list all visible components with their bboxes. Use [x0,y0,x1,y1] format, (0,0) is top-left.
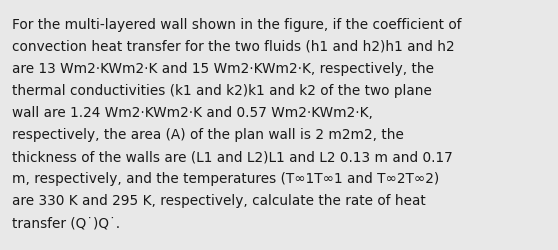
Text: For the multi-layered wall shown in the figure, if the coefficient of: For the multi-layered wall shown in the … [12,18,462,32]
Text: convection heat transfer for the two fluids (h1 and h2)h1 and h2: convection heat transfer for the two flu… [12,40,455,54]
Text: are 13 Wm2·KWm2·K and 15 Wm2·KWm2·K, respectively, the: are 13 Wm2·KWm2·K and 15 Wm2·KWm2·K, res… [12,62,434,76]
Text: wall are 1.24 Wm2·KWm2·K and 0.57 Wm2·KWm2·K,: wall are 1.24 Wm2·KWm2·K and 0.57 Wm2·KW… [12,106,373,120]
Text: transfer (Q˙)Q˙.: transfer (Q˙)Q˙. [12,216,121,230]
Text: thickness of the walls are (L1 and L2)L1 and L2 0.13 m and 0.17: thickness of the walls are (L1 and L2)L1… [12,150,453,164]
Text: are 330 K and 295 K, respectively, calculate the rate of heat: are 330 K and 295 K, respectively, calcu… [12,194,426,207]
Text: m, respectively, and the temperatures (T∞1T∞1 and T∞2T∞2): m, respectively, and the temperatures (T… [12,172,440,185]
Text: respectively, the area (A) of the plan wall is 2 m2m2, the: respectively, the area (A) of the plan w… [12,128,404,141]
Text: thermal conductivities (k1 and k2)k1 and k2 of the two plane: thermal conductivities (k1 and k2)k1 and… [12,84,432,98]
